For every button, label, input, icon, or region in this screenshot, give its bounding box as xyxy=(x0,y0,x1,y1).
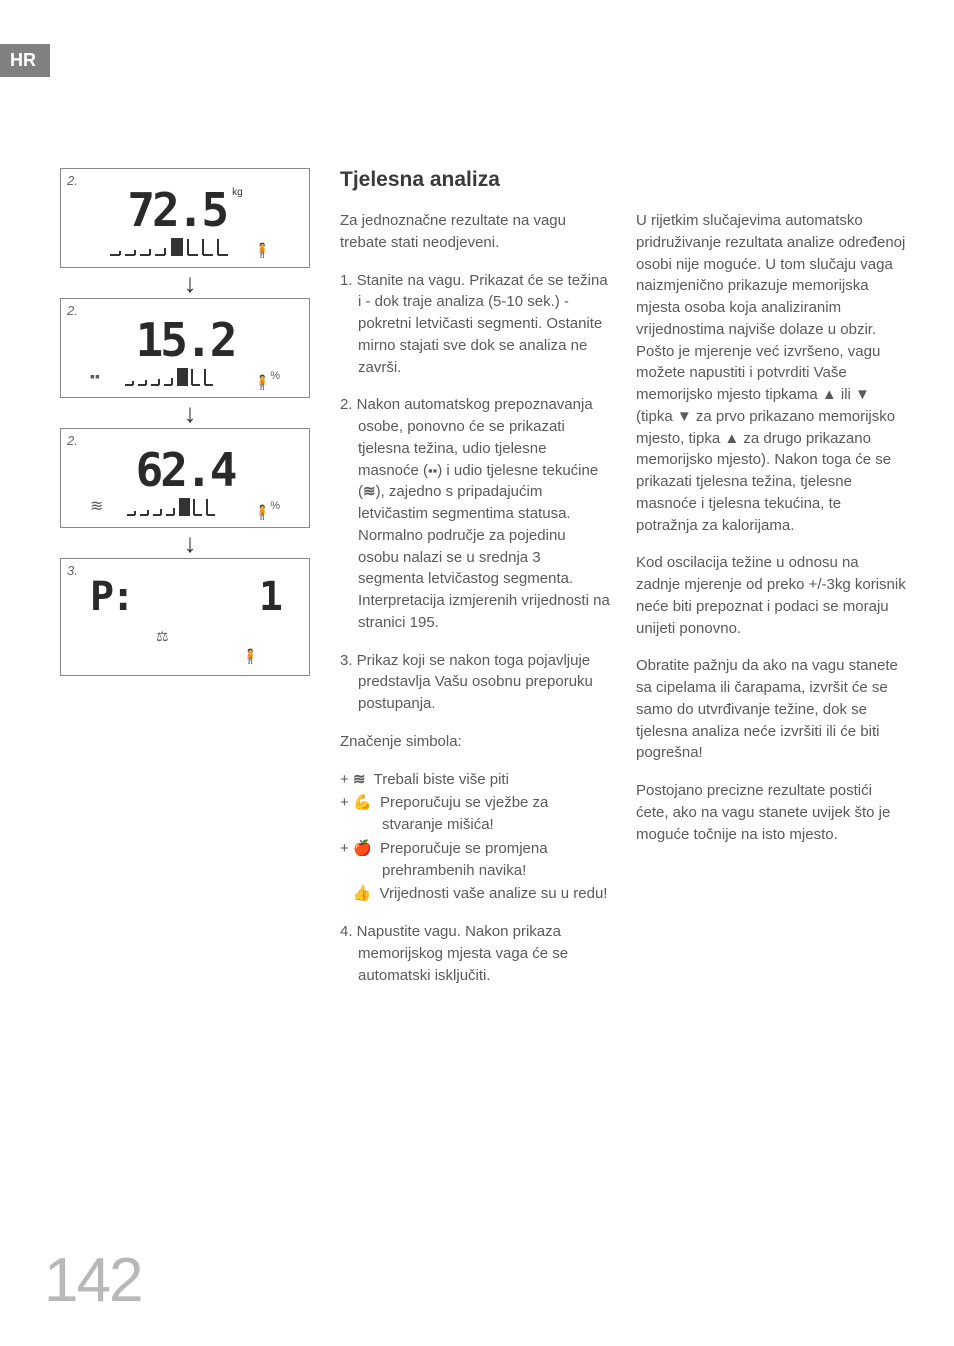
person-icon: 🧍 xyxy=(242,648,259,665)
step-2: 2. Nakon automatskog prepoznavanja osobe… xyxy=(340,394,610,633)
muscle-icon: 💪 xyxy=(353,794,372,811)
segment-bar-icon xyxy=(100,237,270,259)
person-icon: 🧍 xyxy=(254,242,271,259)
symbol-line-3: + 🍎 Preporučuje se promjena prehrambenih… xyxy=(340,838,610,882)
segment-bar-icon xyxy=(120,367,250,389)
person-icon: 🧍 xyxy=(254,374,271,391)
symbol-line-1: + ≋ Trebali biste više piti xyxy=(340,769,610,791)
intro-paragraph: Za jednoznačne rezultate na vagu trebate… xyxy=(340,210,610,254)
display-panel-2: 2. 15.2 ▪▪ % xyxy=(60,298,310,398)
water-icon: ≋ xyxy=(90,496,103,516)
panel-number: 2. xyxy=(67,303,78,318)
text-col-left: Za jednoznačne rezultate na vagu trebate… xyxy=(340,210,610,1002)
apple-icon: 🍎 xyxy=(353,840,372,857)
fat-icon: ▪▪ xyxy=(428,463,437,478)
paragraph: Postojano precizne rezultate postići ćet… xyxy=(636,780,906,845)
paragraph: Obratite pažnju da ako na vagu stanete s… xyxy=(636,655,906,764)
diagram-column: 2. 72.5 kg 🧍 ↓ 2. xyxy=(60,168,320,1002)
display-value: 62.4 xyxy=(136,447,235,493)
segment-bar-icon xyxy=(122,497,252,519)
section-heading: Tjelesna analiza xyxy=(340,168,920,192)
display-value: 1 xyxy=(259,577,280,617)
step-4: 4. Napustite vagu. Nakon prikaza memorij… xyxy=(340,921,610,986)
display-panel-4: 3. P: 1 ⚖ 🧍 xyxy=(60,558,310,676)
symbol-line-2: + 💪 Preporučuju se vježbe za stvaranje m… xyxy=(340,792,610,836)
text-col-right: U rijetkim slučajevima automatsko pridru… xyxy=(636,210,906,1002)
page-content: 2. 72.5 kg 🧍 ↓ 2. xyxy=(60,168,920,1002)
percent-label: % xyxy=(270,370,280,382)
display-value: 15.2 xyxy=(136,317,235,363)
person-icon: 🧍 xyxy=(254,504,271,521)
arrow-down-icon: ↓ xyxy=(60,530,320,556)
arrow-down-icon: ↓ xyxy=(60,270,320,296)
page-number: 142 xyxy=(44,1245,141,1316)
language-tab: HR xyxy=(0,44,50,77)
panel-number: 3. xyxy=(67,563,78,578)
paragraph: U rijetkim slučajevima automatsko pridru… xyxy=(636,210,906,536)
display-value: P: xyxy=(90,577,132,617)
text-column: Tjelesna analiza Za jednoznačne rezultat… xyxy=(340,168,920,1002)
balance-icon: ⚖ xyxy=(156,628,169,645)
fat-icon: ▪▪ xyxy=(90,368,100,384)
thumbs-up-icon: 👍 xyxy=(353,885,372,902)
display-panel-1: 2. 72.5 kg 🧍 xyxy=(60,168,310,268)
panel-number: 2. xyxy=(67,173,78,188)
step-3: 3. Prikaz koji se nakon toga pojavljuje … xyxy=(340,650,610,715)
display-panel-3: 2. 62.4 ≋ % xyxy=(60,428,310,528)
step-1: 1. Stanite na vagu. Prikazat će se težin… xyxy=(340,270,610,379)
symbol-line-4: 👍 Vrijednosti vaše analize su u redu! xyxy=(340,883,610,905)
arrow-down-icon: ↓ xyxy=(60,400,320,426)
percent-label: % xyxy=(270,500,280,512)
water-icon: ≋ xyxy=(353,771,366,788)
water-icon: ≋ xyxy=(363,483,376,500)
display-value: 72.5 xyxy=(127,187,226,233)
symbol-heading: Značenje simbola: xyxy=(340,731,610,753)
paragraph: Kod oscilacija težine u odnosu na zadnje… xyxy=(636,552,906,639)
display-unit: kg xyxy=(232,187,243,198)
panel-number: 2. xyxy=(67,433,78,448)
